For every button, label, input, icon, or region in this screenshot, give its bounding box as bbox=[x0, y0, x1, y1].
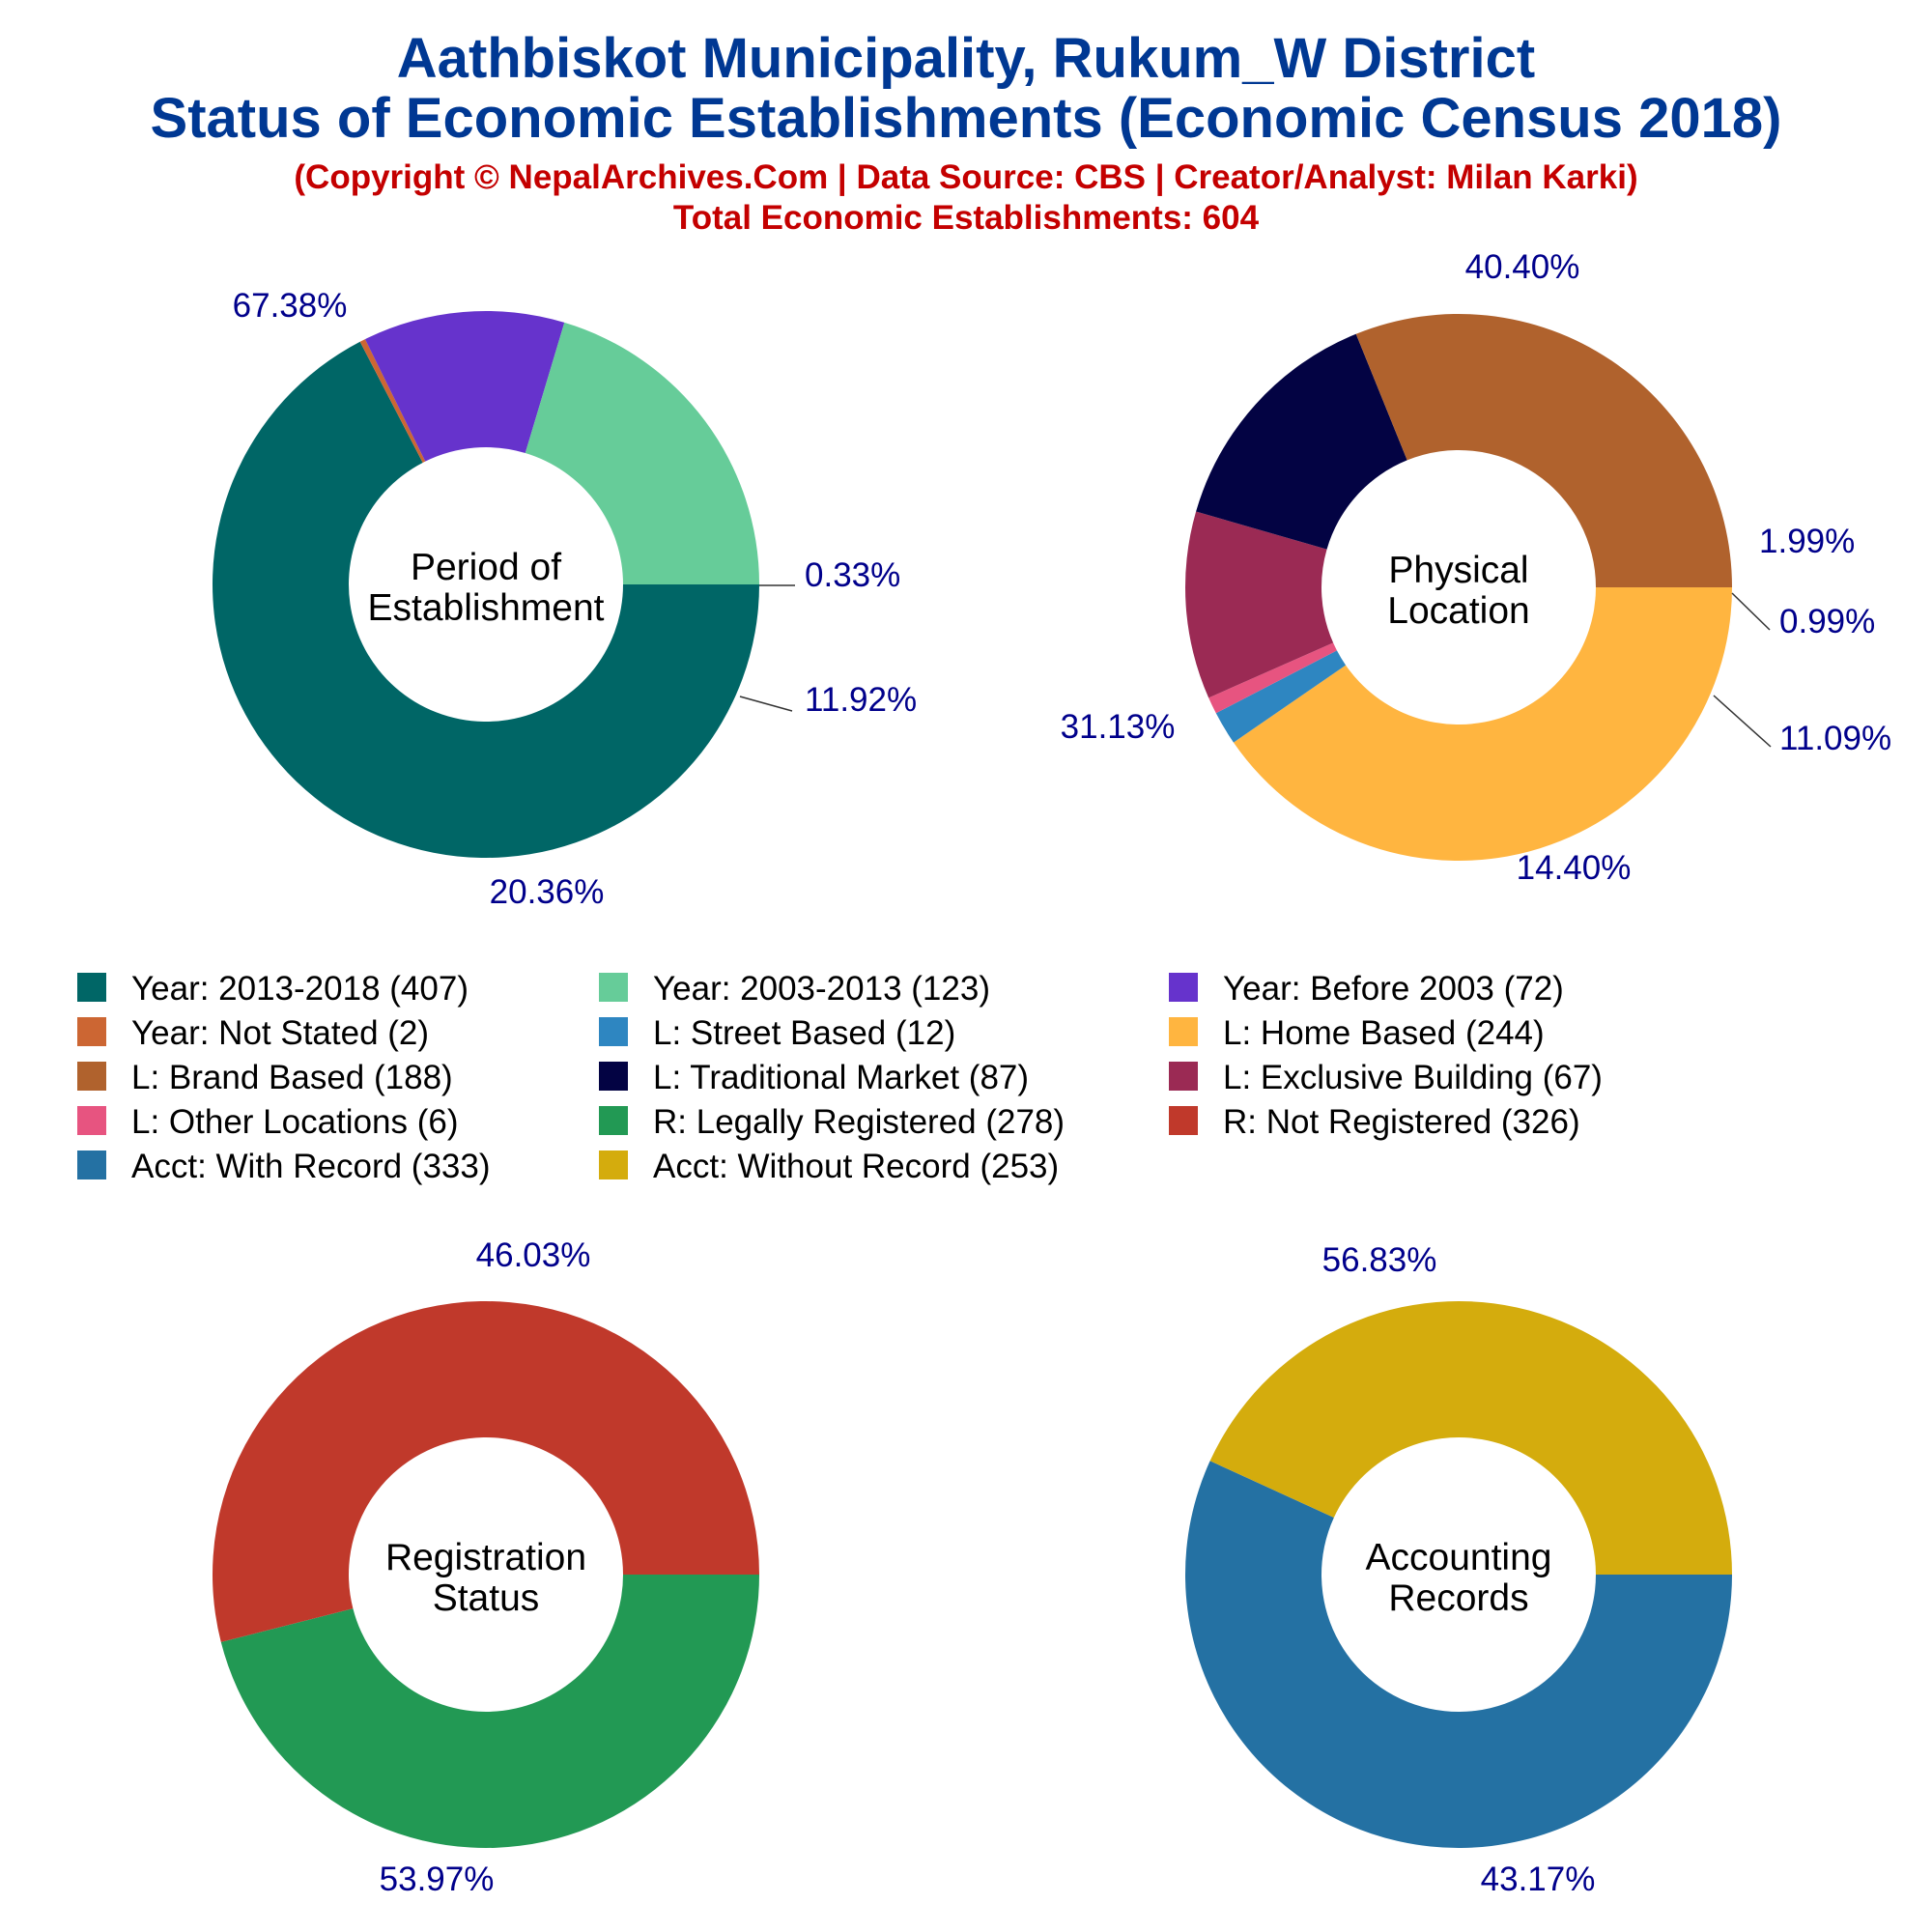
legend-item: L: Brand Based (188) bbox=[77, 1059, 453, 1096]
donut-slice bbox=[213, 341, 760, 859]
legend-swatch bbox=[599, 1151, 628, 1179]
slice-percent-label: 0.33% bbox=[805, 556, 900, 594]
chart-credit: (Copyright © NepalArchives.Com | Data So… bbox=[294, 158, 1637, 196]
slice-percent-label: 0.99% bbox=[1779, 603, 1875, 640]
legend-item: L: Street Based (12) bbox=[599, 1014, 955, 1052]
legend-label: L: Brand Based (188) bbox=[131, 1059, 453, 1096]
legend-item: Year: 2003-2013 (123) bbox=[599, 970, 990, 1008]
legend: Year: 2013-2018 (407) Year: 2003-2013 (12… bbox=[77, 970, 1603, 1185]
donut-slice bbox=[220, 1575, 760, 1848]
legend-swatch bbox=[1169, 1062, 1198, 1091]
legend-label: Year: Not Stated (2) bbox=[131, 1014, 429, 1052]
legend-item: R: Legally Registered (278) bbox=[599, 1103, 1065, 1141]
donut-center-label: Registration bbox=[385, 1537, 586, 1578]
donut-slice bbox=[525, 322, 759, 584]
legend-label: L: Home Based (244) bbox=[1223, 1014, 1545, 1052]
donut-slice bbox=[1209, 1300, 1732, 1575]
chart-total: Total Economic Establishments: 604 bbox=[673, 199, 1260, 237]
label-leader-line bbox=[739, 696, 793, 712]
legend-item: Year: 2013-2018 (407) bbox=[77, 970, 469, 1008]
slice-percent-label: 11.09% bbox=[1779, 720, 1891, 757]
donut-center-label: Status bbox=[433, 1577, 540, 1619]
legend-swatch bbox=[1169, 1106, 1198, 1135]
legend-item: Year: Before 2003 (72) bbox=[1169, 970, 1564, 1008]
legend-label: R: Legally Registered (278) bbox=[653, 1103, 1065, 1141]
legend-swatch bbox=[599, 1017, 628, 1046]
donut-slice bbox=[1196, 333, 1407, 550]
donut-center-label: Physical bbox=[1388, 550, 1528, 591]
legend-swatch bbox=[77, 1062, 106, 1091]
donut-slice bbox=[1185, 1461, 1732, 1848]
donut-center-label: Location bbox=[1387, 590, 1529, 632]
slice-percent-label: 11.92% bbox=[805, 681, 917, 719]
legend-item: Acct: Without Record (253) bbox=[599, 1148, 1059, 1185]
legend-swatch bbox=[599, 973, 628, 1002]
slice-percent-label: 40.40% bbox=[1465, 248, 1580, 286]
slice-percent-label: 20.36% bbox=[490, 873, 605, 911]
legend-item: L: Traditional Market (87) bbox=[599, 1059, 1029, 1096]
donut-center-label: Period of bbox=[411, 547, 561, 588]
slice-percent-label: 53.97% bbox=[380, 1861, 495, 1898]
legend-label: Year: 2013-2018 (407) bbox=[131, 970, 469, 1008]
label-leader-line bbox=[1713, 695, 1772, 748]
legend-item: R: Not Registered (326) bbox=[1169, 1103, 1580, 1141]
donut-slice bbox=[213, 1300, 759, 1642]
legend-label: L: Street Based (12) bbox=[653, 1014, 955, 1052]
slice-percent-label: 14.40% bbox=[1517, 849, 1632, 887]
donut-slice bbox=[1233, 587, 1732, 861]
donut-slice bbox=[1355, 314, 1732, 587]
donut-center-label: Records bbox=[1388, 1577, 1528, 1619]
legend-swatch bbox=[1169, 973, 1198, 1002]
label-leader-line bbox=[1731, 592, 1771, 631]
legend-item: L: Exclusive Building (67) bbox=[1169, 1059, 1603, 1096]
donut-chart-2: 40.40% 1.99% 0.99% 11.09% 14.40% 31.13% Physic… bbox=[1061, 248, 1891, 887]
donut-charts: 67.38% 0.33% 11.92% 20.36% Period ofEstablis… bbox=[213, 248, 1891, 1898]
donut-slice bbox=[1185, 511, 1334, 698]
legend-label: Year: Before 2003 (72) bbox=[1223, 970, 1564, 1008]
legend-label: L: Exclusive Building (67) bbox=[1223, 1059, 1603, 1096]
legend-label: L: Other Locations (6) bbox=[131, 1103, 459, 1141]
slice-percent-label: 31.13% bbox=[1061, 708, 1176, 746]
legend-label: Acct: Without Record (253) bbox=[653, 1148, 1059, 1185]
donut-center-label: Accounting bbox=[1366, 1537, 1552, 1578]
donut-slice bbox=[359, 339, 426, 463]
donut-slice bbox=[1208, 642, 1337, 714]
slice-percent-label: 56.83% bbox=[1322, 1241, 1437, 1279]
legend-label: L: Traditional Market (87) bbox=[653, 1059, 1029, 1096]
legend-label: R: Not Registered (326) bbox=[1223, 1103, 1580, 1141]
legend-label: Year: 2003-2013 (123) bbox=[653, 970, 990, 1008]
slice-percent-label: 46.03% bbox=[476, 1236, 591, 1274]
donut-center-label: Establishment bbox=[368, 587, 605, 629]
slice-percent-label: 43.17% bbox=[1481, 1861, 1596, 1898]
legend-swatch bbox=[1169, 1017, 1198, 1046]
donut-chart-1: 67.38% 0.33% 11.92% 20.36% Period ofEstablis… bbox=[213, 287, 917, 911]
legend-swatch bbox=[599, 1106, 628, 1135]
legend-swatch bbox=[77, 973, 106, 1002]
legend-swatch bbox=[77, 1106, 106, 1135]
chart-title-line2: Status of Economic Establishments (Econo… bbox=[151, 87, 1782, 150]
legend-item: Acct: With Record (333) bbox=[77, 1148, 491, 1185]
donut-slice bbox=[1215, 650, 1347, 743]
legend-swatch bbox=[77, 1017, 106, 1046]
slice-percent-label: 1.99% bbox=[1759, 523, 1855, 560]
legend-swatch bbox=[77, 1151, 106, 1179]
legend-item: L: Other Locations (6) bbox=[77, 1103, 459, 1141]
chart-title-line1: Aathbiskot Municipality, Rukum_W Distric… bbox=[397, 27, 1535, 90]
legend-label: Acct: With Record (333) bbox=[131, 1148, 491, 1185]
legend-swatch bbox=[599, 1062, 628, 1091]
slice-percent-label: 67.38% bbox=[233, 287, 348, 325]
legend-item: Year: Not Stated (2) bbox=[77, 1014, 429, 1052]
donut-slice bbox=[364, 310, 565, 462]
legend-item: L: Home Based (244) bbox=[1169, 1014, 1545, 1052]
